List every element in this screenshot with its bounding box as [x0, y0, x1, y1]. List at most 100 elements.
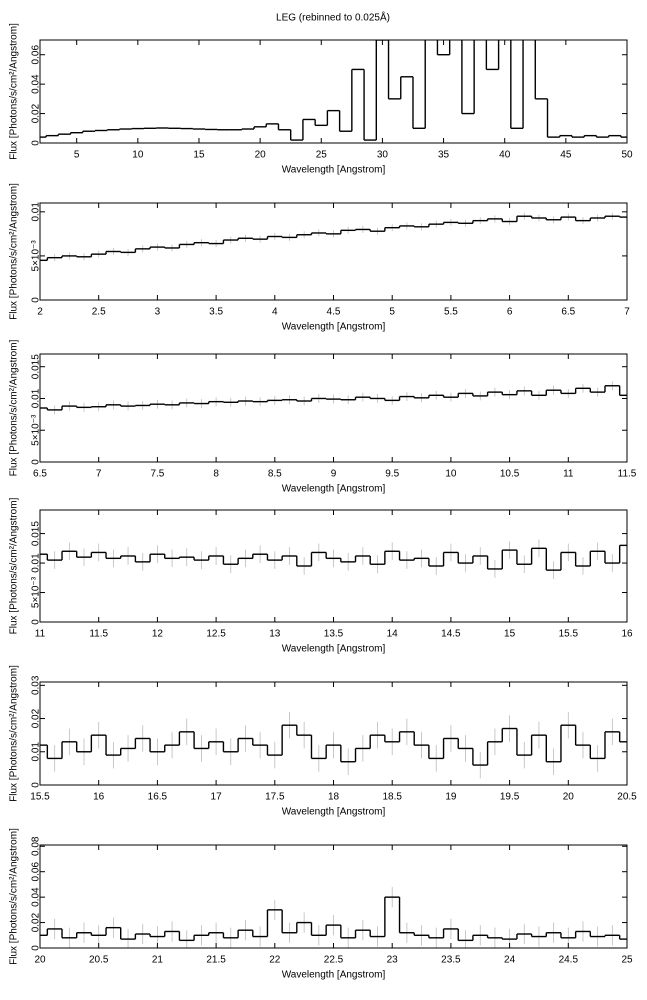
y-tick-label: 0	[31, 782, 42, 788]
x-tick-label: 7	[624, 307, 630, 318]
x-tick-label: 6.5	[33, 469, 47, 480]
x-tick-label: 22	[269, 955, 281, 966]
x-tick-label: 8	[213, 469, 219, 480]
y-tick-label: 0	[31, 140, 42, 146]
chart-title: LEG (rebinned to 0.025Å)	[276, 11, 390, 24]
y-axis-label: Flux [Photons/s/cm²/Angstrom]	[9, 339, 20, 476]
y-axis-label: Flux [Photons/s/cm²/Angstrom]	[9, 828, 20, 965]
y-tick-label: 0	[31, 945, 42, 951]
plot-1	[40, 212, 627, 264]
x-tick-label: 24	[504, 955, 516, 966]
y-tick-label: 0	[31, 297, 42, 303]
y-tick-label: 0.08	[31, 836, 42, 856]
y-tick-label: 5×10⁻³	[31, 240, 42, 272]
y-tick-label: 5×10⁻³	[31, 414, 42, 446]
x-tick-label: 10	[132, 150, 144, 161]
x-tick-label: 22.5	[324, 955, 344, 966]
y-tick-label: 0	[31, 459, 42, 465]
y-axis-label: Flux [Photons/s/cm²/Angstrom]	[9, 23, 20, 160]
x-tick-label: 10.5	[500, 469, 520, 480]
y-tick-label: 0.04	[31, 887, 42, 907]
x-tick-label: 19	[445, 792, 457, 803]
x-tick-label: 21	[152, 955, 164, 966]
x-tick-label: 2.5	[92, 307, 106, 318]
y-tick-label: 0.01	[31, 553, 42, 573]
x-tick-label: 11	[35, 629, 46, 640]
x-tick-label: 12	[152, 629, 164, 640]
x-tick-label: 3.5	[209, 307, 223, 318]
x-tick-label: 11.5	[618, 469, 637, 480]
y-tick-label: 0.01	[31, 742, 42, 762]
x-tick-label: 12.5	[206, 629, 226, 640]
plot-5	[40, 886, 627, 948]
plot-4	[40, 711, 627, 779]
x-tick-label: 3	[155, 307, 161, 318]
x-tick-label: 17	[211, 792, 223, 803]
x-tick-label: 18	[328, 792, 340, 803]
x-tick-label: 35	[438, 150, 450, 161]
x-tick-label: 20.5	[89, 955, 109, 966]
x-tick-label: 7.5	[150, 469, 164, 480]
y-tick-label: 5×10⁻³	[31, 576, 42, 608]
x-tick-label: 20	[255, 150, 267, 161]
x-tick-label: 40	[499, 150, 511, 161]
x-axis-label: Wavelength [Angstrom]	[282, 165, 386, 176]
x-tick-label: 5	[74, 150, 80, 161]
x-tick-label: 23	[387, 955, 399, 966]
y-axis-label: Flux [Photons/s/cm²/Angstrom]	[9, 497, 20, 634]
y-tick-label: 0.06	[31, 45, 42, 65]
x-tick-label: 24.5	[559, 955, 579, 966]
y-tick-label: 0.06	[31, 862, 42, 882]
x-tick-label: 23.5	[441, 955, 461, 966]
plot-frame	[39, 353, 628, 463]
x-tick-label: 15	[504, 629, 516, 640]
y-tick-label: 0.02	[31, 103, 42, 123]
y-tick-label: 0	[31, 619, 42, 625]
x-tick-label: 20	[563, 792, 575, 803]
x-tick-label: 25	[316, 150, 328, 161]
x-tick-label: 9	[331, 469, 337, 480]
x-tick-label: 50	[621, 150, 633, 161]
x-tick-label: 17.5	[265, 792, 285, 803]
y-tick-label: 0.015	[31, 521, 42, 546]
x-tick-label: 9.5	[385, 469, 399, 480]
x-tick-label: 14.5	[441, 629, 461, 640]
x-tick-label: 30	[377, 150, 389, 161]
plot-frame	[39, 202, 628, 301]
x-tick-label: 20.5	[617, 792, 637, 803]
x-tick-label: 25	[621, 955, 633, 966]
x-tick-label: 16	[621, 629, 633, 640]
plot-frame	[39, 844, 628, 949]
x-tick-label: 16	[93, 792, 105, 803]
x-tick-label: 14	[387, 629, 399, 640]
x-tick-label: 11.5	[89, 629, 108, 640]
x-tick-label: 6	[507, 307, 513, 318]
x-tick-label: 15.5	[30, 792, 50, 803]
plot-frame	[39, 39, 628, 144]
x-tick-label: 21.5	[206, 955, 226, 966]
x-tick-label: 8.5	[268, 469, 282, 480]
plot-frame	[39, 509, 628, 623]
x-tick-label: 2	[37, 307, 43, 318]
x-tick-label: 7	[96, 469, 102, 480]
x-tick-label: 6.5	[561, 307, 575, 318]
x-tick-label: 19.5	[500, 792, 520, 803]
y-tick-label: 0.03	[31, 675, 42, 695]
y-tick-label: 0.04	[31, 74, 42, 94]
x-tick-label: 5	[389, 307, 395, 318]
y-tick-label: 0.02	[31, 912, 42, 932]
plot-0	[40, 40, 627, 141]
x-tick-label: 10	[445, 469, 457, 480]
x-axis-label: Wavelength [Angstrom]	[282, 970, 386, 981]
plot-2	[40, 381, 627, 415]
x-tick-label: 5.5	[444, 307, 458, 318]
x-axis-label: Wavelength [Angstrom]	[282, 322, 386, 333]
x-tick-label: 20	[34, 955, 46, 966]
x-tick-label: 4.5	[327, 307, 341, 318]
x-tick-label: 11	[563, 469, 574, 480]
x-tick-label: 15	[193, 150, 205, 161]
x-tick-label: 13.5	[324, 629, 344, 640]
x-tick-label: 45	[560, 150, 572, 161]
plot-frame	[39, 681, 628, 786]
